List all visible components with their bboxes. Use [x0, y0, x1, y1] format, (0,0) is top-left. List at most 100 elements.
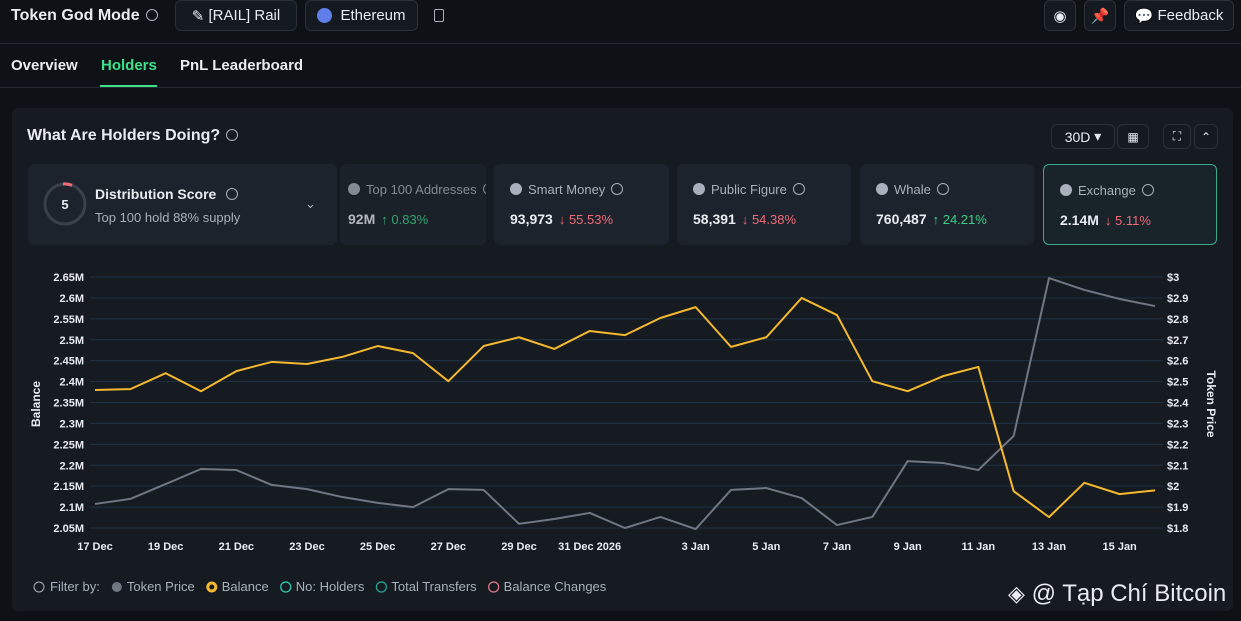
token-name: [RAIL] Rail	[208, 7, 281, 24]
y2-tick-label: $2.4	[1167, 398, 1189, 410]
y-tick-label: 2.15M	[53, 481, 84, 493]
filter-entry[interactable]: Balance Changes	[504, 579, 607, 594]
legend-marker-dot	[209, 584, 215, 590]
legend-marker	[111, 582, 122, 592]
y2-axis-label: Token Price	[1204, 370, 1218, 437]
x-tick-label: 29 Dec	[501, 541, 536, 553]
stat-icon	[876, 183, 888, 195]
stat-value-row: 58,391 ↓ 54.38%	[693, 211, 796, 227]
x-tick-label: 3 Jan	[682, 541, 710, 553]
period-select[interactable]: 30D ▾	[1051, 124, 1115, 149]
y2-tick-label: $1.9	[1167, 502, 1188, 514]
x-tick-label: 17 Dec	[77, 541, 112, 553]
y-tick-label: 2.65M	[53, 272, 84, 284]
y2-tick-label: $3	[1167, 272, 1179, 284]
y-axis-label: Balance	[29, 381, 43, 427]
y-tick-label: 2.05M	[53, 523, 84, 535]
y2-tick-label: $2.8	[1167, 314, 1188, 326]
legend-entry[interactable]: Token Price	[127, 579, 195, 594]
y-tick-label: 2.1M	[60, 502, 84, 514]
stat-value: 2.14M	[1060, 212, 1099, 228]
stat-value-row: 92M ↑ 0.83%	[348, 211, 428, 227]
stat-label-text: Smart Money	[528, 182, 606, 197]
legend-entry[interactable]: Balance	[222, 579, 269, 594]
y-tick-label: 2.45M	[53, 356, 84, 368]
copy-icon[interactable]	[434, 9, 444, 22]
y2-tick-label: $2	[1167, 481, 1179, 493]
distribution-subtitle: Top 100 hold 88% supply	[95, 210, 241, 225]
series-line	[94, 277, 1156, 531]
stat-card[interactable]: Public Figure 58,391 ↓ 54.38%	[677, 164, 851, 245]
stat-change: ↓ 55.53%	[558, 212, 614, 227]
panel-title: What Are Holders Doing?	[27, 127, 239, 145]
x-tick-label: 27 Dec	[431, 541, 466, 553]
watermark: ◈ @ Tạp Chí Bitcoin	[1008, 580, 1227, 607]
stat-card[interactable]: Top 100 Addresses 92M ↑ 0.83%	[340, 164, 486, 245]
y2-tick-label: $2.9	[1167, 293, 1188, 305]
y2-tick-label: $2.3	[1167, 418, 1188, 430]
tab[interactable]: Overview	[11, 57, 78, 74]
stat-change: ↑ 24.21%	[932, 212, 987, 227]
filter-marker	[280, 581, 292, 593]
x-tick-label: 23 Dec	[289, 541, 324, 553]
chart: 2.05M 2.1M 2.15M 2.2M 2.25M 2.3M 2.35M 2.4M 2.45…	[29, 272, 1218, 594]
y-tick-label: 2.4M	[60, 377, 84, 389]
y-tick-label: 2.2M	[60, 460, 84, 472]
tab[interactable]: PnL Leaderboard	[180, 57, 304, 74]
filter-marker	[375, 581, 387, 593]
stat-label: Exchange	[1078, 183, 1154, 198]
filter-entry[interactable]: Total Transfers	[391, 579, 477, 594]
calendar-button[interactable]: ▦	[1117, 124, 1149, 149]
stat-label: Top 100 Addresses	[366, 182, 486, 197]
pin-button[interactable]: 📌	[1084, 0, 1116, 31]
info-icon[interactable]	[145, 9, 158, 21]
watch-button[interactable]: ◉	[1044, 0, 1076, 31]
stat-label: Whale	[894, 182, 949, 197]
token-button[interactable]: ✎ [RAIL] Rail	[175, 0, 297, 31]
y-tick-label: 2.35M	[53, 398, 84, 410]
y-tick-label: 2.3M	[60, 418, 84, 430]
app-title: Token God Mode	[11, 7, 158, 25]
stat-value: 58,391	[693, 211, 736, 227]
collapse-button[interactable]: ⌃	[1194, 124, 1218, 149]
distribution-card[interactable]: 5 Distribution Score Top 100 hold 88% su…	[28, 164, 337, 245]
stat-value: 92M	[348, 211, 376, 227]
y2-tick-label: $2.1	[1167, 460, 1188, 472]
y2-tick-label: $1.8	[1167, 523, 1188, 535]
x-tick-label: 9 Jan	[894, 541, 922, 553]
stat-label: Public Figure	[711, 182, 805, 197]
app-title-text: Token God Mode	[11, 7, 140, 24]
stat-icon	[693, 183, 705, 195]
period: 30D	[1064, 128, 1091, 145]
stat-icon	[510, 183, 522, 195]
filter-entry[interactable]: No: Holders	[296, 579, 365, 594]
feedback-button[interactable]: 💬 Feedback	[1124, 0, 1234, 31]
stat-icon	[348, 183, 360, 195]
score: 5	[61, 197, 69, 212]
expand-button[interactable]: ⛶	[1163, 124, 1191, 149]
stat-value-row: 2.14M ↓ 5.11%	[1060, 212, 1151, 228]
stat-card[interactable]: Whale 760,487 ↑ 24.21%	[860, 164, 1034, 245]
y-tick-label: 2.5M	[60, 335, 84, 347]
y-tick-label: 2.6M	[60, 293, 84, 305]
x-tick-label: 25 Dec	[360, 541, 395, 553]
feedback-text: Feedback	[1157, 7, 1224, 24]
tab-active[interactable]: Holders	[101, 57, 157, 74]
filter-label: Filter by:	[50, 579, 100, 594]
chain-button[interactable]: Ethereum	[305, 0, 418, 31]
stat-card[interactable]: Exchange 2.14M ↓ 5.11%	[1043, 164, 1217, 245]
x-tick-label: 31 Dec 2026	[558, 541, 621, 553]
stat-label-text: Public Figure	[711, 182, 787, 197]
stat-card[interactable]: Smart Money 93,973 ↓ 55.53%	[494, 164, 669, 245]
stat-label-text: Top 100 Addresses	[366, 182, 477, 197]
stat-change: ↓ 5.11%	[1104, 213, 1151, 228]
y2-tick-label: $2.5	[1167, 377, 1188, 389]
panel-title-text: What Are Holders Doing?	[27, 127, 221, 144]
y2-tick-label: $2.6	[1167, 356, 1188, 368]
stat-label: Smart Money	[528, 182, 624, 197]
distribution-title: Distribution Score	[95, 186, 239, 202]
x-tick-label: 5 Jan	[752, 541, 780, 553]
stat-value: 93,973	[510, 211, 553, 227]
score-ring	[43, 182, 87, 226]
